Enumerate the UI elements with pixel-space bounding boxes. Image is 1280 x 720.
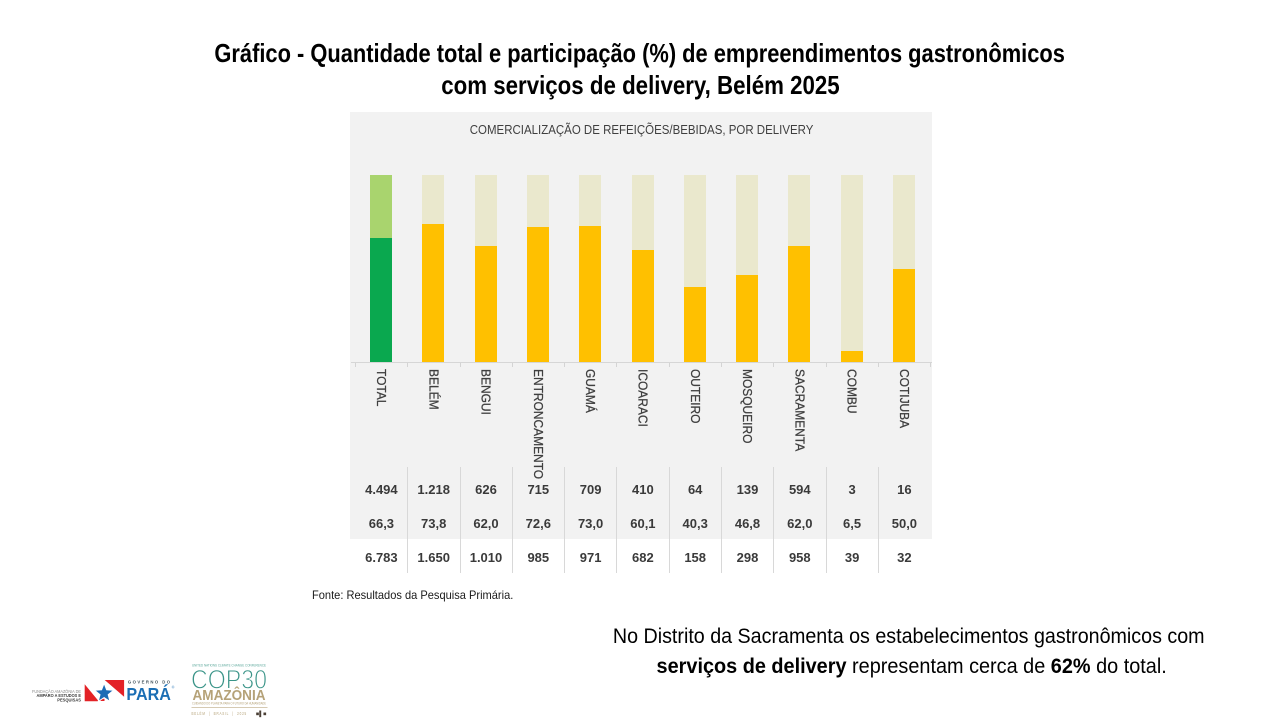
svg-text:AMPARO A ESTUDOS E: AMPARO A ESTUDOS E — [37, 693, 82, 698]
svg-text:GOVERNO DO: GOVERNO DO — [128, 679, 172, 684]
svg-text:PARÁ: PARÁ — [126, 683, 171, 704]
svg-text:UNITED NATIONS CLIMATE CHANGE: UNITED NATIONS CLIMATE CHANGE CONFERENCE — [192, 664, 267, 668]
svg-text:COP30: COP30 — [191, 664, 267, 694]
svg-text:®: ® — [172, 685, 175, 689]
svg-text:AMAZÔNIA: AMAZÔNIA — [192, 686, 265, 704]
svg-text:FUNDAÇÃO AMAZÔNIA DE: FUNDAÇÃO AMAZÔNIA DE — [32, 688, 81, 694]
svg-text:PESQUISAS: PESQUISAS — [57, 697, 81, 702]
svg-text:BELÉM | BRASIL | 2025: BELÉM | BRASIL | 2025 — [191, 711, 247, 716]
svg-text:CUIDANDO DO PLANETA PARA O FUT: CUIDANDO DO PLANETA PARA O FUTURO DA HUM… — [192, 701, 267, 705]
svg-text:■▌■: ■▌■ — [255, 710, 266, 717]
